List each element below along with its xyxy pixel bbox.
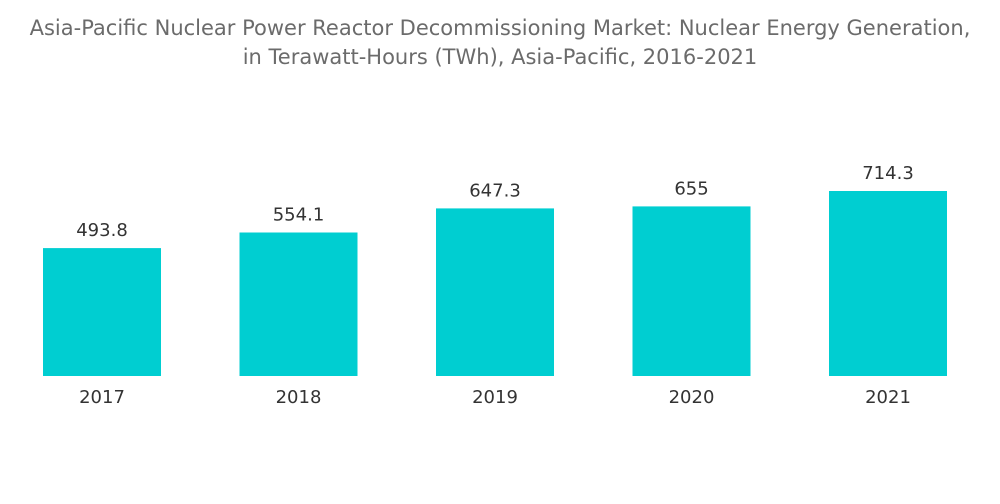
data-label-2019: 647.3	[469, 180, 521, 201]
data-label-2020: 655	[674, 178, 708, 199]
x-tick-label-2021: 2021	[865, 387, 911, 408]
x-tick-label-2017: 2017	[79, 387, 125, 408]
x-tick-label-2019: 2019	[472, 387, 518, 408]
chart-title: Asia-Pacific Nuclear Power Reactor Decom…	[29, 16, 971, 40]
bar-2019	[436, 208, 554, 376]
data-label-2017: 493.8	[76, 220, 128, 241]
bar-2021	[829, 191, 947, 376]
data-label-2018: 554.1	[273, 205, 325, 226]
bar-2018	[239, 232, 358, 376]
bar-2017	[43, 248, 161, 376]
chart-title-block: Asia-Pacific Nuclear Power Reactor Decom…	[0, 14, 1000, 72]
bar-2020	[632, 206, 751, 376]
chart-subtitle: in Terawatt-Hours (TWh), Asia-Pacific, 2…	[242, 45, 758, 69]
x-tick-label-2018: 2018	[276, 387, 322, 408]
x-tick-label-2020: 2020	[669, 387, 715, 408]
data-label-2021: 714.3	[862, 163, 914, 184]
